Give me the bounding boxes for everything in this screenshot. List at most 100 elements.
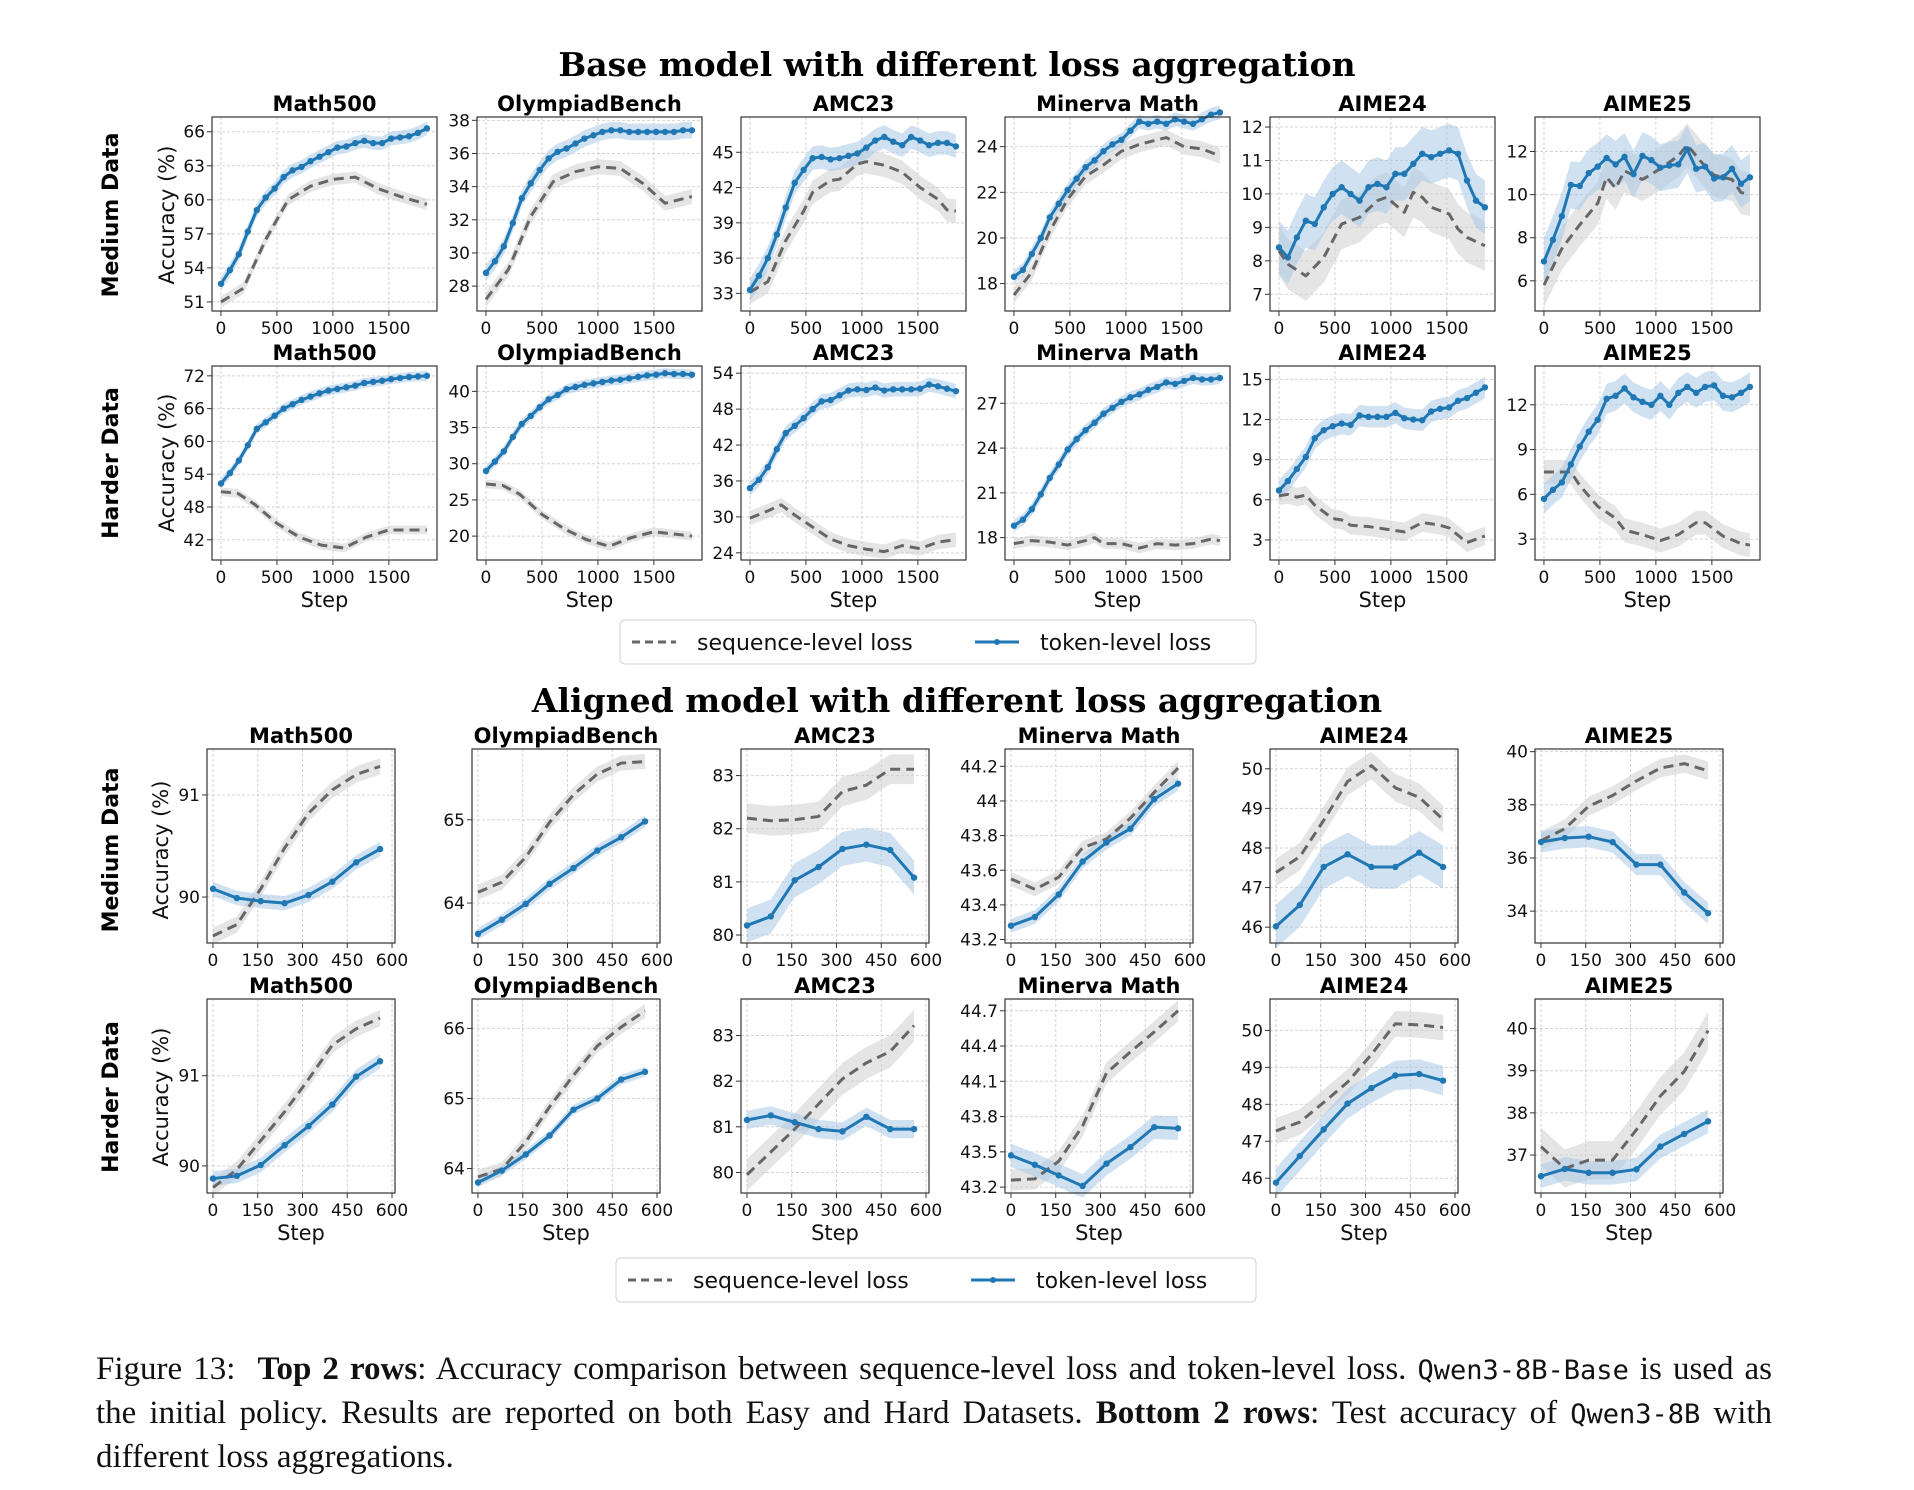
seq-confidence-band (1540, 1011, 1709, 1188)
tok-level-line (212, 1059, 381, 1181)
tok-level-point (1019, 266, 1027, 274)
panel-minerva-math: Minerva Math 0 150 300 450 600 43.2 43.4 43.6 43.… (960, 724, 1206, 971)
tok-level-point (881, 133, 888, 141)
tok-level-point (1162, 120, 1170, 128)
y-tick-label: 82 (712, 1072, 734, 1092)
tok-level-point (1216, 374, 1224, 382)
x-axis-label: Step (1624, 588, 1672, 612)
tok-level-point (1561, 834, 1569, 842)
y-tick-label: 44.2 (960, 757, 998, 777)
tok-level-line (1540, 835, 1710, 915)
panel-title: AIME24 (1338, 92, 1427, 116)
y-tick-label: 30 (712, 508, 734, 528)
seq-confidence-band (485, 479, 692, 551)
y-tick-label: 43.4 (960, 896, 998, 916)
tok-level-point (1576, 182, 1583, 190)
tok-level-point (1704, 1118, 1712, 1125)
seq-confidence-band (1010, 761, 1179, 897)
y-tick-label: 9 (1517, 441, 1528, 461)
tok-level-point (414, 129, 422, 137)
tok-confidence-band (1543, 370, 1750, 514)
panel-title: Minerva Math (1018, 974, 1181, 998)
x-tick-label: 450 (1394, 1201, 1426, 1221)
tok-confidence-band (1010, 1115, 1179, 1198)
tok-level-point (767, 1112, 775, 1119)
seq-level-line (220, 490, 427, 550)
tok-level-point (599, 128, 606, 136)
x-tick-label: 600 (641, 951, 673, 971)
tok-level-point (1064, 186, 1071, 194)
tok-level-point (1356, 412, 1363, 419)
tok-level-point (925, 381, 933, 388)
tok-level-point (1127, 127, 1134, 134)
tok-level-point (1365, 184, 1372, 191)
tok-level-point (343, 384, 350, 391)
tok-level-point (396, 134, 404, 141)
x-tick-label: 450 (1129, 951, 1161, 971)
tok-level-point (1728, 165, 1736, 172)
tok-level-point (1410, 160, 1417, 168)
tok-level-point (1436, 405, 1444, 413)
y-tick-label: 44.7 (960, 1002, 998, 1022)
x-tick-label: 1500 (632, 568, 675, 588)
y-tick-label: 39 (712, 214, 734, 234)
tok-level-point (617, 127, 624, 134)
tok-level-point (1692, 165, 1700, 172)
y-tick-label: 6 (1517, 272, 1528, 292)
tok-level-point (845, 152, 852, 159)
y-tick-label: 36 (1506, 849, 1528, 869)
row-label: Harder Data (99, 1021, 124, 1173)
tok-level-point (235, 457, 243, 464)
seq-level-line (1543, 470, 1751, 547)
tok-level-point (1010, 522, 1018, 529)
panel-title: Math500 (273, 341, 377, 365)
tok-level-point (307, 393, 314, 400)
tok-level-point (1207, 376, 1215, 383)
tok-level-point (1338, 184, 1345, 191)
tok-confidence-band (1013, 105, 1220, 284)
seq-confidence-band (1543, 460, 1750, 558)
x-tick-label: 0 (1271, 951, 1282, 971)
y-tick-label: 90 (178, 1157, 200, 1177)
y-tick-label: 12 (1506, 396, 1528, 416)
tok-level-line (477, 820, 646, 936)
tok-level-point (352, 139, 359, 147)
seq-level-line (746, 767, 915, 823)
x-tick-label: 150 (242, 951, 274, 971)
tok-level-point (1037, 491, 1045, 498)
x-tick-label: 1500 (632, 319, 675, 339)
tok-level-point (1296, 1152, 1304, 1160)
x-tick-label: 1000 (576, 568, 619, 588)
tok-level-point (244, 228, 252, 235)
tok-level-point (1055, 200, 1062, 207)
tok-level-point (1719, 392, 1727, 400)
tok-level-point (482, 467, 490, 475)
tok-level-point (1091, 419, 1098, 426)
panel-math500: Math500 0 150 300 450 600 90 91 Step (178, 974, 408, 1245)
tok-level-point (1657, 861, 1664, 868)
y-tick-label: 83 (712, 767, 734, 787)
tok-level-point (1710, 175, 1718, 182)
tok-level-point (1621, 153, 1628, 161)
tok-level-point (1329, 423, 1336, 430)
x-tick-label: 0 (1274, 568, 1285, 588)
tok-level-point (1419, 150, 1426, 157)
x-axis-label: Step (1094, 588, 1142, 612)
tok-level-point (1365, 413, 1372, 421)
tok-level-point (1537, 1172, 1545, 1180)
x-tick-label: 1000 (1104, 319, 1147, 339)
tok-level-point (546, 880, 553, 888)
tok-level-point (590, 380, 597, 387)
seq-level-line (1010, 767, 1180, 891)
tok-level-point (509, 433, 517, 441)
y-tick-label: 46 (1241, 918, 1263, 938)
panel-math500: Math500 0 150 300 450 600 90 91 (178, 724, 408, 971)
panel-minerva-math: Minerva Math 0 150 300 450 600 43.2 43.5 43.8 44.… (960, 974, 1206, 1245)
tok-level-point (791, 1119, 798, 1126)
tok-confidence-band (746, 1106, 915, 1141)
tok-level-point (518, 420, 525, 428)
tok-level-point (594, 847, 601, 854)
axes-frame (740, 365, 967, 561)
caption-text-1: : Accuracy comparison between sequence-l… (417, 1351, 1407, 1387)
panel-title: Math500 (249, 974, 353, 998)
